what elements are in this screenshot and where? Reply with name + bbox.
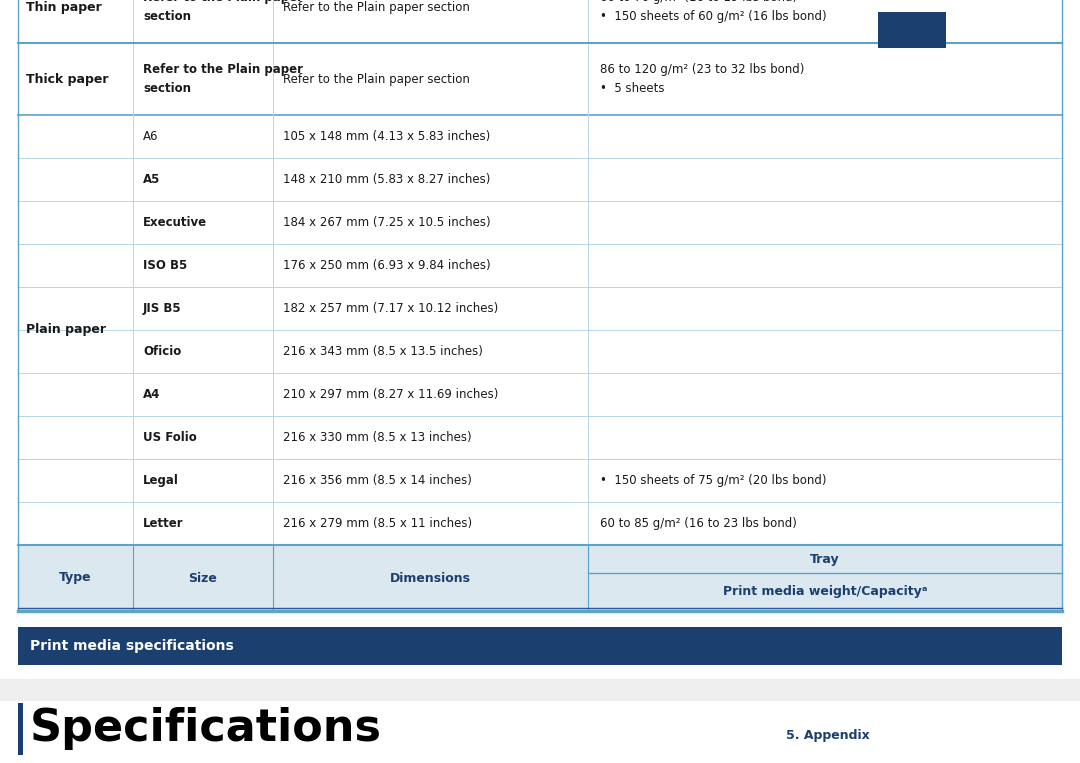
Text: •  150 sheets of 75 g/m² (20 lbs bond): • 150 sheets of 75 g/m² (20 lbs bond) [600,474,826,487]
Text: A6: A6 [143,130,159,143]
Text: Print media specifications: Print media specifications [30,639,233,653]
Text: Refer to the Plain paper section: Refer to the Plain paper section [283,72,470,85]
Text: 216 x 279 mm (8.5 x 11 inches): 216 x 279 mm (8.5 x 11 inches) [283,517,472,530]
Text: JIS B5: JIS B5 [143,302,181,315]
Text: Specifications: Specifications [30,707,382,751]
Text: Letter: Letter [143,517,184,530]
Text: Print media weight/Capacityᵃ: Print media weight/Capacityᵃ [723,585,928,598]
Text: 68: 68 [902,727,922,742]
Text: 86 to 120 g/m² (23 to 32 lbs bond)
•  5 sheets: 86 to 120 g/m² (23 to 32 lbs bond) • 5 s… [600,63,805,95]
Bar [0,679,1080,701]
Text: Thin paper: Thin paper [26,1,102,14]
Text: Tray: Tray [810,552,840,565]
Text: ISO B5: ISO B5 [143,259,187,272]
Bar [18,545,1062,611]
Text: 105 x 148 mm (4.13 x 5.83 inches): 105 x 148 mm (4.13 x 5.83 inches) [283,130,490,143]
Text: Plain paper: Plain paper [26,324,106,336]
Text: 60 to 70 g/m² (16 to 19 lbs bond)
•  150 sheets of 60 g/m² (16 lbs bond): 60 to 70 g/m² (16 to 19 lbs bond) • 150 … [600,0,826,23]
Bar [18,627,1062,665]
Bar [18,703,23,755]
Text: 184 x 267 mm (7.25 x 10.5 inches): 184 x 267 mm (7.25 x 10.5 inches) [283,216,490,229]
Text: A5: A5 [143,173,160,186]
Text: 182 x 257 mm (7.17 x 10.12 inches): 182 x 257 mm (7.17 x 10.12 inches) [283,302,498,315]
Bar [18,0,1062,43]
Text: 148 x 210 mm (5.83 x 8.27 inches): 148 x 210 mm (5.83 x 8.27 inches) [283,173,490,186]
Bar [18,115,1062,545]
Text: 5. Appendix: 5. Appendix [786,729,870,742]
Text: 216 x 330 mm (8.5 x 13 inches): 216 x 330 mm (8.5 x 13 inches) [283,431,472,444]
Text: 176 x 250 mm (6.93 x 9.84 inches): 176 x 250 mm (6.93 x 9.84 inches) [283,259,490,272]
Text: Refer to the Plain paper
section: Refer to the Plain paper section [143,0,303,22]
Text: Legal: Legal [143,474,179,487]
Text: 216 x 356 mm (8.5 x 14 inches): 216 x 356 mm (8.5 x 14 inches) [283,474,472,487]
Text: Oficio: Oficio [143,345,181,358]
Text: Thick paper: Thick paper [26,72,108,85]
Text: US Folio: US Folio [143,431,197,444]
Text: Size: Size [189,571,217,584]
Text: A4: A4 [143,388,160,401]
Text: 216 x 343 mm (8.5 x 13.5 inches): 216 x 343 mm (8.5 x 13.5 inches) [283,345,483,358]
Text: 210 x 297 mm (8.27 x 11.69 inches): 210 x 297 mm (8.27 x 11.69 inches) [283,388,498,401]
Bar [0,679,1080,691]
Text: Executive: Executive [143,216,207,229]
Text: Dimensions: Dimensions [390,571,471,584]
Text: Refer to the Plain paper section: Refer to the Plain paper section [283,1,470,14]
Text: 60 to 85 g/m² (16 to 23 lbs bond): 60 to 85 g/m² (16 to 23 lbs bond) [600,517,797,530]
Bar [18,43,1062,115]
Text: Refer to the Plain paper
section: Refer to the Plain paper section [143,63,303,95]
Text: Type: Type [59,571,92,584]
Bar [878,12,946,48]
